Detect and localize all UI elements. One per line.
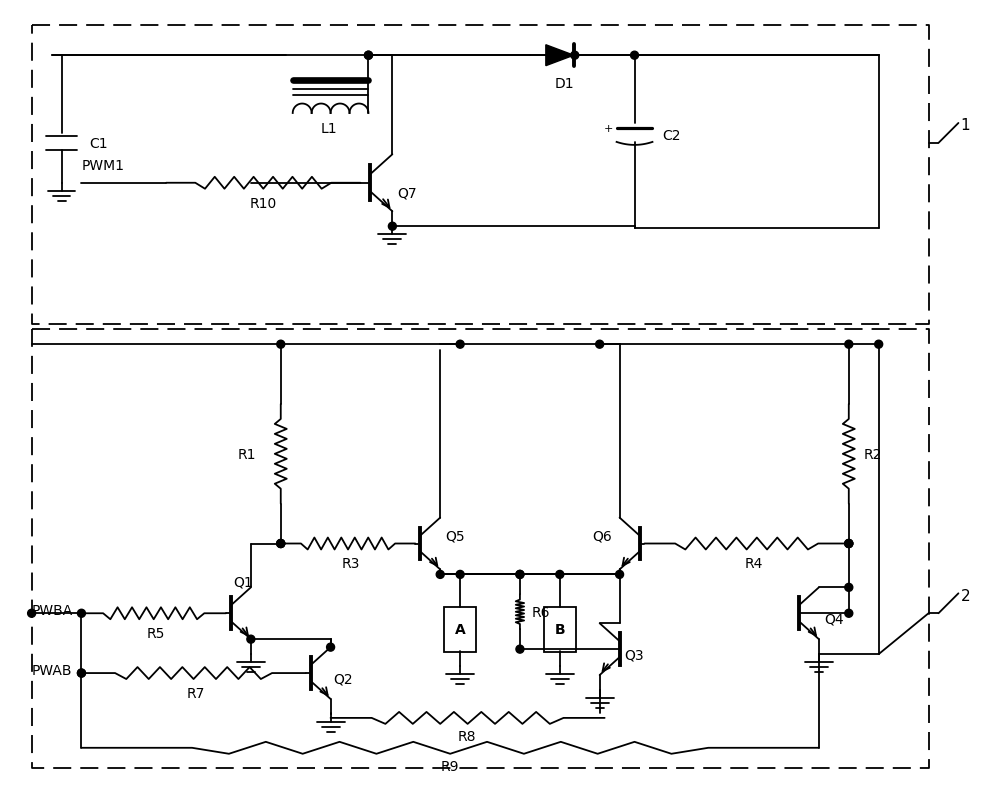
Circle shape — [277, 540, 285, 548]
Circle shape — [277, 341, 285, 349]
Circle shape — [436, 571, 444, 579]
Text: R5: R5 — [147, 626, 165, 640]
Circle shape — [364, 52, 372, 60]
Circle shape — [845, 540, 853, 548]
Text: R3: R3 — [341, 557, 360, 571]
Text: R2: R2 — [864, 448, 882, 461]
Text: R1: R1 — [237, 448, 256, 461]
Circle shape — [277, 540, 285, 548]
Text: L1: L1 — [321, 122, 337, 136]
Circle shape — [516, 646, 524, 654]
Text: Q7: Q7 — [397, 187, 417, 200]
Text: A: A — [455, 622, 466, 637]
Text: R6: R6 — [532, 606, 550, 619]
Circle shape — [364, 52, 372, 60]
Circle shape — [845, 341, 853, 349]
Bar — [544, 607, 576, 652]
Text: D1: D1 — [555, 77, 575, 91]
Text: C1: C1 — [89, 136, 108, 151]
Circle shape — [596, 341, 604, 349]
Circle shape — [845, 584, 853, 592]
Text: 2: 2 — [960, 588, 970, 603]
Circle shape — [277, 540, 285, 548]
Text: R7: R7 — [187, 687, 205, 700]
Text: R8: R8 — [458, 729, 476, 743]
Circle shape — [556, 571, 564, 579]
Circle shape — [247, 635, 255, 643]
Text: R4: R4 — [745, 557, 763, 571]
Circle shape — [631, 52, 639, 60]
Text: PWBA: PWBA — [32, 604, 73, 618]
Circle shape — [456, 571, 464, 579]
Text: R10: R10 — [249, 196, 276, 210]
Circle shape — [77, 669, 85, 677]
Circle shape — [875, 341, 883, 349]
Circle shape — [327, 643, 335, 651]
Text: Q3: Q3 — [625, 647, 644, 662]
Text: R9: R9 — [441, 759, 459, 773]
Circle shape — [616, 571, 624, 579]
Circle shape — [77, 669, 85, 677]
Text: +: + — [604, 124, 613, 134]
Text: Q4: Q4 — [824, 611, 844, 626]
Polygon shape — [546, 46, 574, 67]
Circle shape — [77, 610, 85, 618]
Circle shape — [456, 341, 464, 349]
Text: Q1: Q1 — [233, 575, 253, 589]
Text: Q5: Q5 — [445, 529, 465, 543]
Circle shape — [388, 223, 396, 231]
Bar — [444, 607, 476, 652]
Text: Q2: Q2 — [334, 671, 353, 685]
Circle shape — [28, 610, 36, 618]
Circle shape — [516, 571, 524, 579]
Text: Q6: Q6 — [592, 529, 612, 543]
Text: PWAB: PWAB — [32, 663, 72, 677]
Text: B: B — [554, 622, 565, 637]
Circle shape — [845, 540, 853, 548]
Text: C2: C2 — [662, 129, 681, 143]
Text: PWM1: PWM1 — [81, 159, 124, 172]
Circle shape — [571, 52, 579, 60]
Text: 1: 1 — [960, 119, 970, 133]
Circle shape — [845, 540, 853, 548]
Circle shape — [845, 610, 853, 618]
Circle shape — [516, 571, 524, 579]
